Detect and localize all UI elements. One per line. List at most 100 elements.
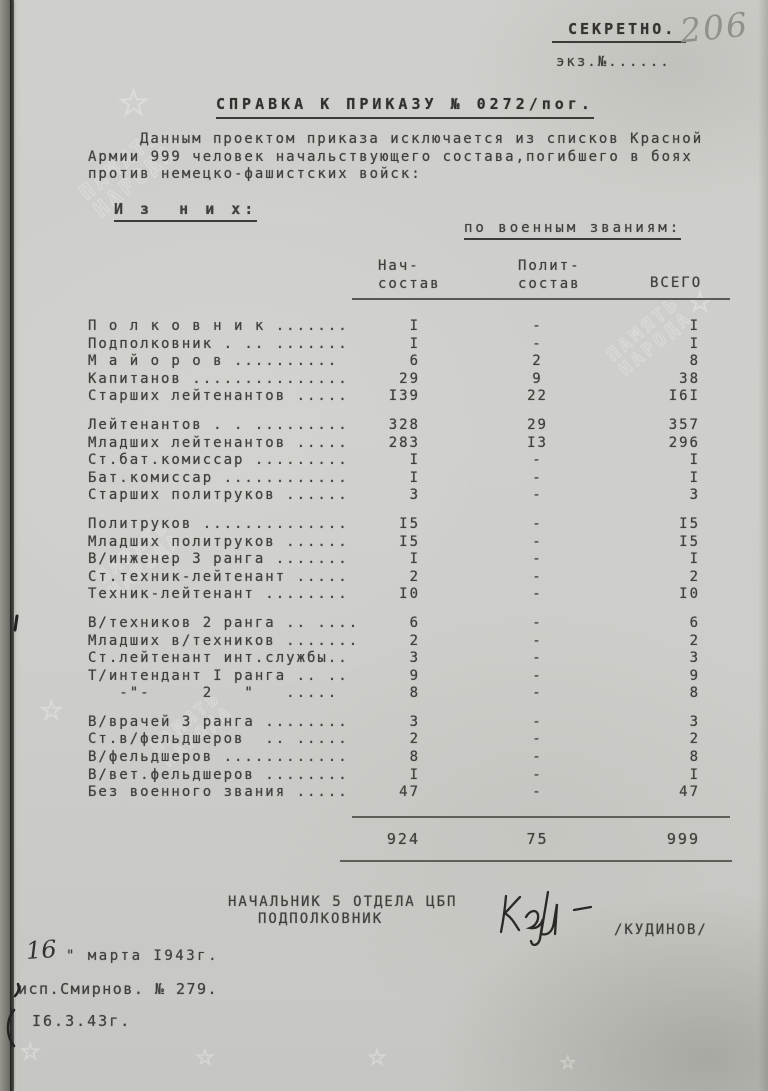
value-vsego: 3 [689, 713, 700, 730]
table-row: Ст.в/фельдшеров .. ..... 2 - 2 [88, 731, 704, 749]
value-vsego: 296 [668, 434, 700, 451]
value-politsostav: - [532, 632, 543, 649]
rank-label: Младших в/техников ....... [88, 632, 360, 649]
value-vsego: I [689, 318, 700, 334]
value-politsostav: 29 [527, 416, 548, 433]
value-politsostav: - [532, 551, 543, 568]
watermark-star-icon: ☆ [560, 1046, 577, 1076]
total-nachsostav: 924 [386, 829, 420, 848]
value-politsostav: - [532, 650, 543, 667]
value-politsostav: 9 [532, 370, 543, 387]
value-politsostav: - [532, 749, 543, 766]
table-row: Старших политруков ...... 3 - 3 [88, 487, 704, 505]
value-vsego: I [689, 469, 700, 486]
watermark-star-icon: ☆ [40, 685, 64, 729]
value-vsego: 38 [679, 370, 700, 387]
value-nachsostav: 29 [399, 370, 420, 387]
handwritten-date-day: 16 [25, 934, 58, 966]
value-vsego: I [689, 452, 700, 469]
value-politsostav: - [532, 568, 543, 585]
scan-edge-right [758, 0, 768, 1091]
value-politsostav: - [532, 614, 543, 631]
value-politsostav: 2 [532, 353, 543, 370]
subheading-po-zvaniyam: по военным званиям: [464, 220, 682, 240]
table-row: -"- 2 " ..... 8 - 8 [88, 685, 704, 703]
value-nachsostav: 8 [409, 685, 420, 702]
pen-mark [12, 614, 22, 636]
value-nachsostav: I0 [399, 586, 420, 603]
value-vsego: 357 [668, 416, 700, 433]
classification-stamp: СЕКРЕТНО. [552, 20, 687, 43]
value-nachsostav: 6 [409, 614, 420, 631]
scan-edge-left [0, 0, 10, 1091]
value-vsego: 6 [689, 614, 700, 631]
value-politsostav: - [532, 469, 543, 486]
rank-label: В/фельдшеров ............ [88, 749, 349, 766]
intro-paragraph: Данным проектом приказа исключается из с… [88, 131, 704, 182]
value-vsego: 2 [689, 568, 700, 585]
table-row: М а й о р о в .......... 6 2 8 [88, 353, 704, 371]
handwritten-signature [496, 880, 608, 950]
value-nachsostav: 3 [409, 713, 420, 730]
totals-rule-top [352, 815, 730, 818]
table-body: П о л к о в н и к ....... I - I Подполковник… [88, 318, 704, 802]
value-vsego: I [689, 766, 700, 783]
rank-label: Ст.в/фельдшеров .. ..... [88, 731, 349, 748]
table-row: Т/интендант I ранга .. .. 9 - 9 [88, 668, 704, 686]
document-title: СПРАВКА К ПРИКАЗУ № 0272/пог. [216, 95, 594, 119]
handwritten-page-number: 206 [678, 4, 751, 51]
typed-date: " марта I943г. [66, 948, 220, 964]
value-politsostav: - [532, 533, 543, 550]
value-politsostav: - [532, 685, 543, 702]
value-vsego: 2 [689, 632, 700, 649]
rank-label: Лейтенантов . . ......... [88, 416, 349, 433]
value-nachsostav: 2 [409, 568, 420, 585]
value-nachsostav: I [409, 335, 420, 352]
pen-mark [12, 982, 24, 1002]
table-row: Ст.техник-лейтенант ..... 2 - 2 [88, 569, 704, 587]
value-nachsostav: 47 [399, 784, 420, 801]
rank-label: Старших политруков ...... [88, 487, 349, 504]
value-politsostav: - [532, 515, 543, 532]
table-row: Ст.лейтенант инт.службы.. 3 - 3 [88, 650, 704, 668]
table-header: Нач-состав Полит-состав ВСЕГО [88, 258, 730, 318]
ranks-table: Нач-состав Полит-состав ВСЕГО П о л к о … [88, 258, 732, 863]
value-vsego: 8 [689, 353, 700, 370]
rank-label: М а й о р о в .......... [88, 353, 339, 370]
value-nachsostav: 328 [388, 416, 420, 433]
value-vsego: I0 [679, 586, 700, 603]
value-vsego: 9 [689, 667, 700, 684]
value-politsostav: - [532, 335, 543, 352]
value-nachsostav: I5 [399, 515, 420, 532]
table-row: Младших лейтенантов ..... 283 I3 296 [88, 435, 704, 453]
total-vsego: 999 [666, 829, 700, 848]
rank-label: В/вет.фельдшеров ........ [88, 766, 349, 783]
value-politsostav: - [532, 318, 543, 334]
column-header-nachsostav: Нач-состав [378, 258, 441, 292]
rank-label: Младших политруков ...... [88, 533, 349, 550]
table-row: Подполковник . .. ....... I - I [88, 336, 704, 354]
rank-group: В/техников 2 ранга .. .... 6 - 6 Младших в/т… [88, 615, 704, 703]
table-row: Без военного звания ..... 47 - 47 [88, 784, 704, 802]
rank-label: Старших лейтенантов ..... [88, 388, 349, 405]
pen-mark [2, 1008, 18, 1052]
table-row: В/врачей 3 ранга ........ 3 - 3 [88, 714, 704, 732]
value-politsostav: 22 [527, 388, 548, 405]
value-vsego: I5 [679, 515, 700, 532]
table-row: В/инженер 3 ранга ....... I - I [88, 551, 704, 569]
value-nachsostav: I5 [399, 533, 420, 550]
table-row: Старших лейтенантов ..... I39 22 I6I [88, 388, 704, 406]
value-vsego: 3 [689, 650, 700, 667]
value-politsostav: - [532, 487, 543, 504]
value-nachsostav: I [409, 469, 420, 486]
value-nachsostav: 9 [409, 667, 420, 684]
table-row: Младших в/техников ....... 2 - 2 [88, 633, 704, 651]
rank-group: Лейтенантов . . ......... 328 29 357 Младших… [88, 417, 704, 505]
value-nachsostav: 2 [409, 632, 420, 649]
value-vsego: I5 [679, 533, 700, 550]
value-nachsostav: I [409, 318, 420, 334]
watermark-star-icon: ☆ [195, 1038, 215, 1073]
rank-label: Капитанов ............... [88, 370, 349, 387]
rank-label: Бат.комиссар ............ [88, 469, 349, 486]
value-vsego: 2 [689, 731, 700, 748]
